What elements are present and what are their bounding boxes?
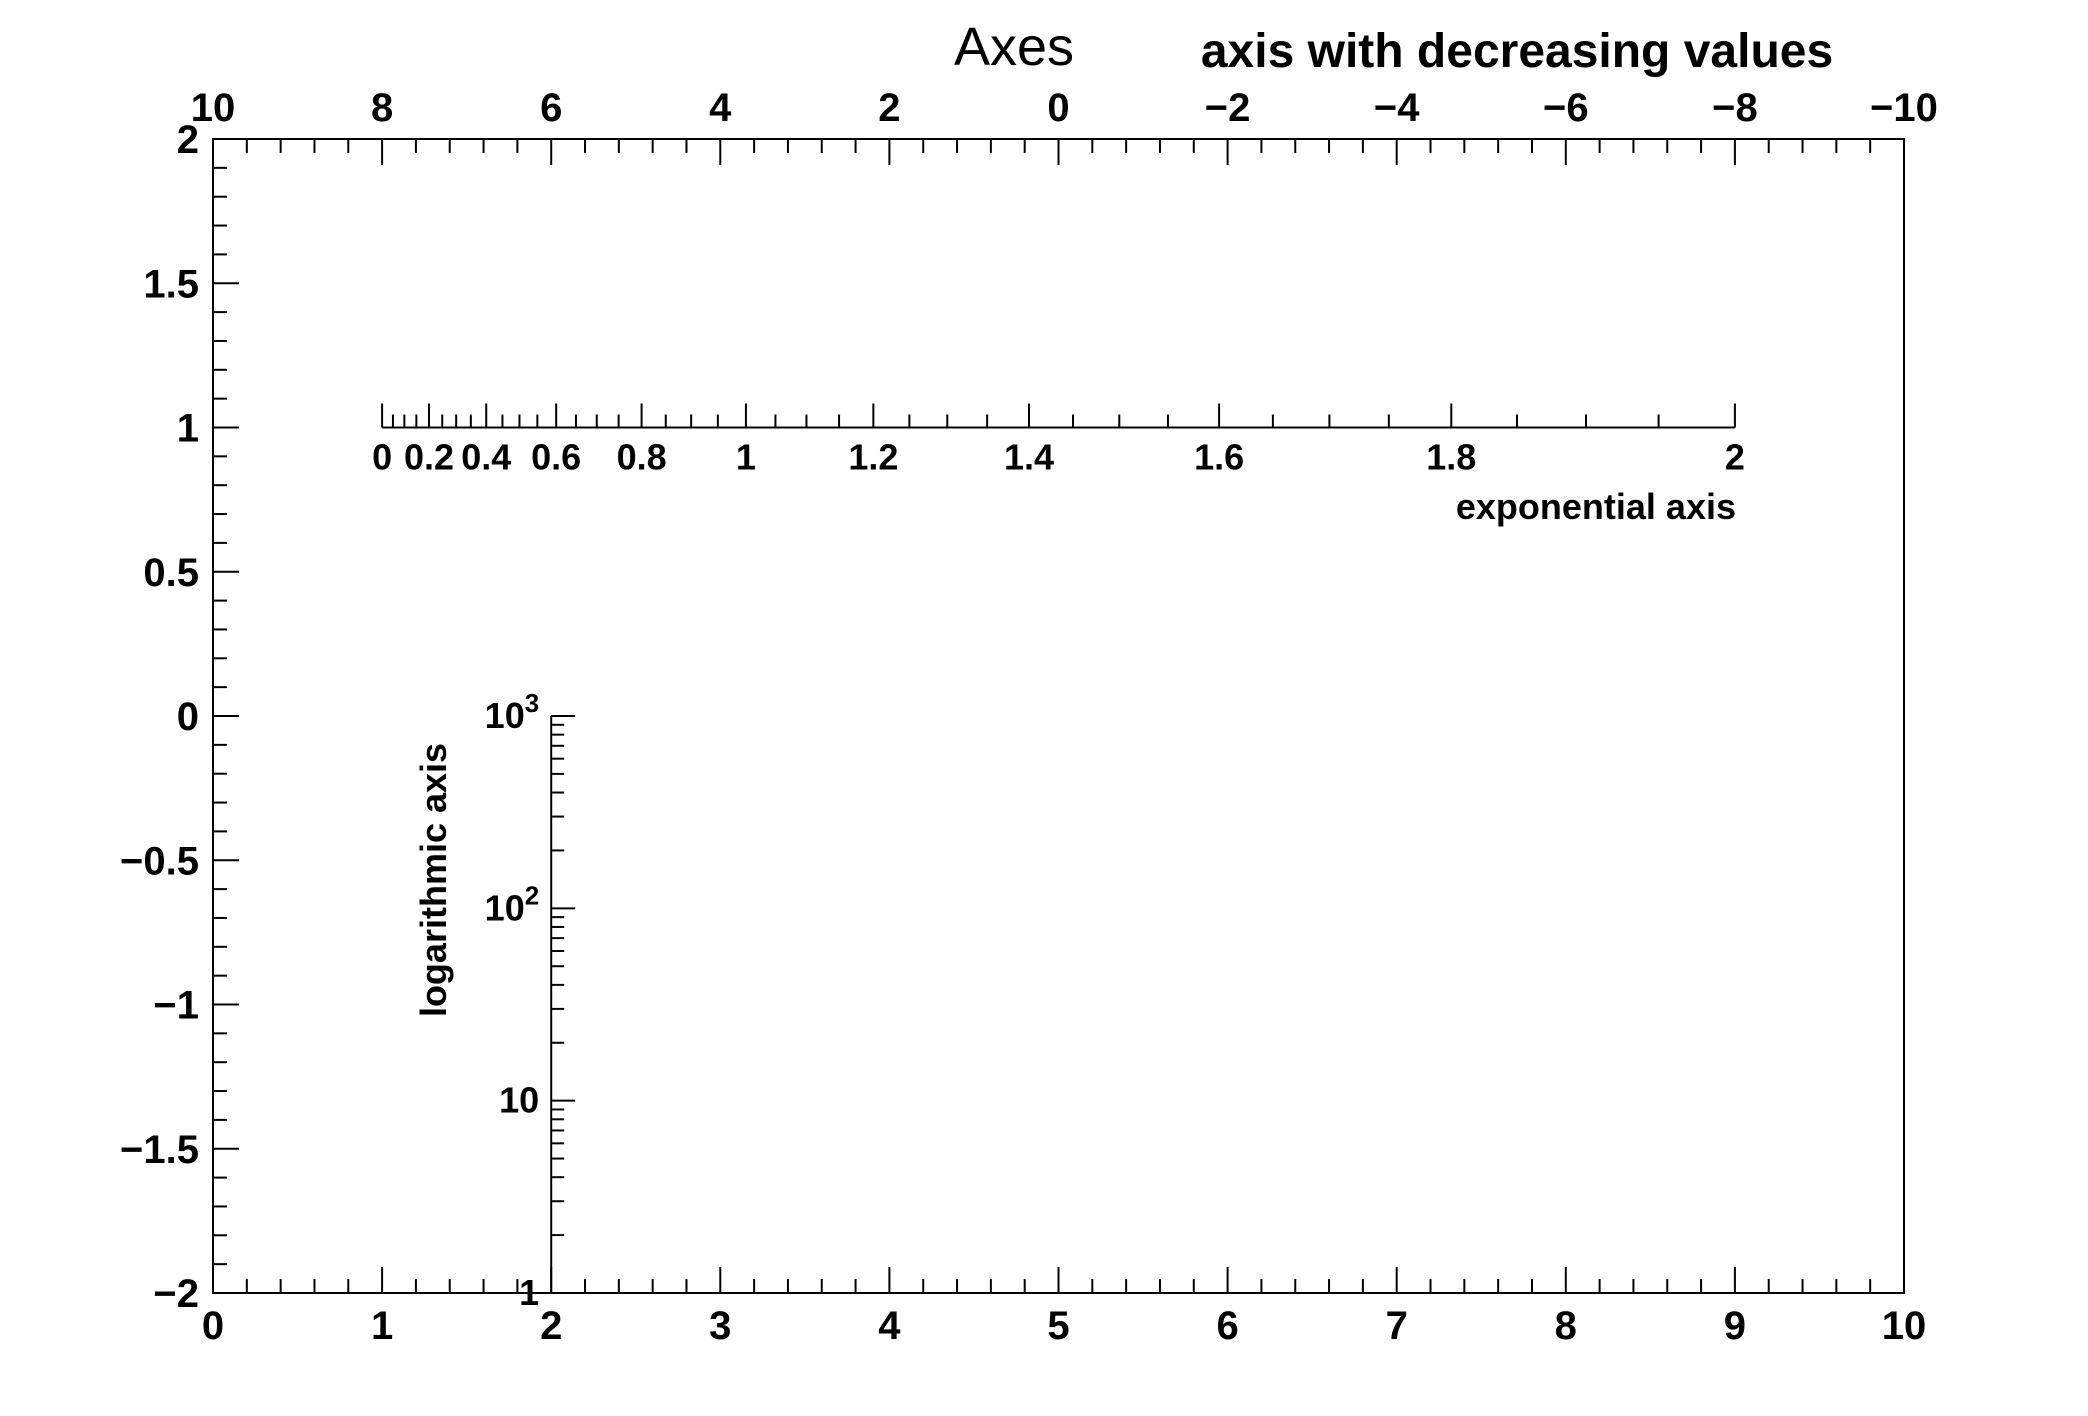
exponential-axis: 0 0.2 0.4 0.6 0.8 1 1.2 1.4 1.6 1.8 2 xyxy=(372,403,1745,478)
tick-label: −8 xyxy=(1712,86,1758,130)
tick-label: 1.6 xyxy=(1194,437,1244,478)
y-axis: 2 1.5 1 0.5 0 −0.5 −1 −1.5 −2 xyxy=(120,118,239,1316)
tick-label: 9 xyxy=(1724,1304,1746,1348)
tick-label: 103 xyxy=(485,688,540,736)
tick-label: 1.8 xyxy=(1426,437,1476,478)
tick-label: 1 xyxy=(371,1304,393,1348)
tick-label: 5 xyxy=(1047,1304,1069,1348)
tick-label: 0.2 xyxy=(404,437,454,478)
tick-label: 1.2 xyxy=(848,437,898,478)
tick-label: 2 xyxy=(1725,437,1745,478)
tick-label: 0 xyxy=(372,437,392,478)
tick-label: 8 xyxy=(371,86,393,130)
tick-label: −1 xyxy=(153,984,199,1028)
top-axis: 10 8 6 4 2 0 −2 −4 −6 −8 −10 xyxy=(191,86,1938,165)
tick-label: 4 xyxy=(878,1304,901,1348)
logarithmic-axis-title: logarithmic axis xyxy=(413,742,454,1018)
logarithmic-axis: 1 10 102 103 xyxy=(485,688,576,1313)
tick-label: −2 xyxy=(1205,86,1251,130)
tick-label: 10 xyxy=(191,86,236,130)
exponential-axis-title: exponential axis xyxy=(1455,486,1736,527)
tick-label: 0.4 xyxy=(461,437,511,478)
tick-label: 2 xyxy=(177,118,199,162)
tick-label: 2 xyxy=(540,1304,562,1348)
tick-label: 0.8 xyxy=(617,437,667,478)
tick-label: 8 xyxy=(1555,1304,1577,1348)
tick-label: 1 xyxy=(736,437,756,478)
x-axis: 0 1 2 3 4 5 6 7 8 9 10 xyxy=(202,1267,1926,1348)
tick-label: 1.4 xyxy=(1004,437,1054,478)
tick-label: 6 xyxy=(540,86,562,130)
tick-label: 0 xyxy=(202,1304,224,1348)
tick-label: −2 xyxy=(153,1272,199,1316)
tick-label: −6 xyxy=(1543,86,1589,130)
tick-label: 102 xyxy=(485,880,540,928)
tick-label: −1.5 xyxy=(120,1128,199,1172)
tick-label: 2 xyxy=(878,86,900,130)
tick-label: −0.5 xyxy=(120,839,199,883)
tick-label: 0.5 xyxy=(143,551,199,595)
tick-label: 4 xyxy=(709,86,732,130)
tick-label: 1 xyxy=(177,407,199,451)
plot-title: Axes xyxy=(953,17,1075,77)
tick-label: 0 xyxy=(1047,86,1069,130)
top-axis-title: axis with decreasing values xyxy=(1200,25,1834,78)
tick-label: 6 xyxy=(1216,1304,1238,1348)
tick-label: −10 xyxy=(1870,86,1938,130)
tick-label: 10 xyxy=(499,1080,539,1121)
tick-label: 0 xyxy=(177,695,199,739)
tick-label: −4 xyxy=(1374,86,1420,130)
tick-label: 0.6 xyxy=(531,437,581,478)
tick-label: 10 xyxy=(1882,1304,1927,1348)
frame xyxy=(212,138,1905,1294)
tick-label: 1 xyxy=(519,1272,539,1313)
tick-label: 7 xyxy=(1386,1304,1408,1348)
tick-label: 3 xyxy=(709,1304,731,1348)
tick-label: 1.5 xyxy=(143,262,199,306)
